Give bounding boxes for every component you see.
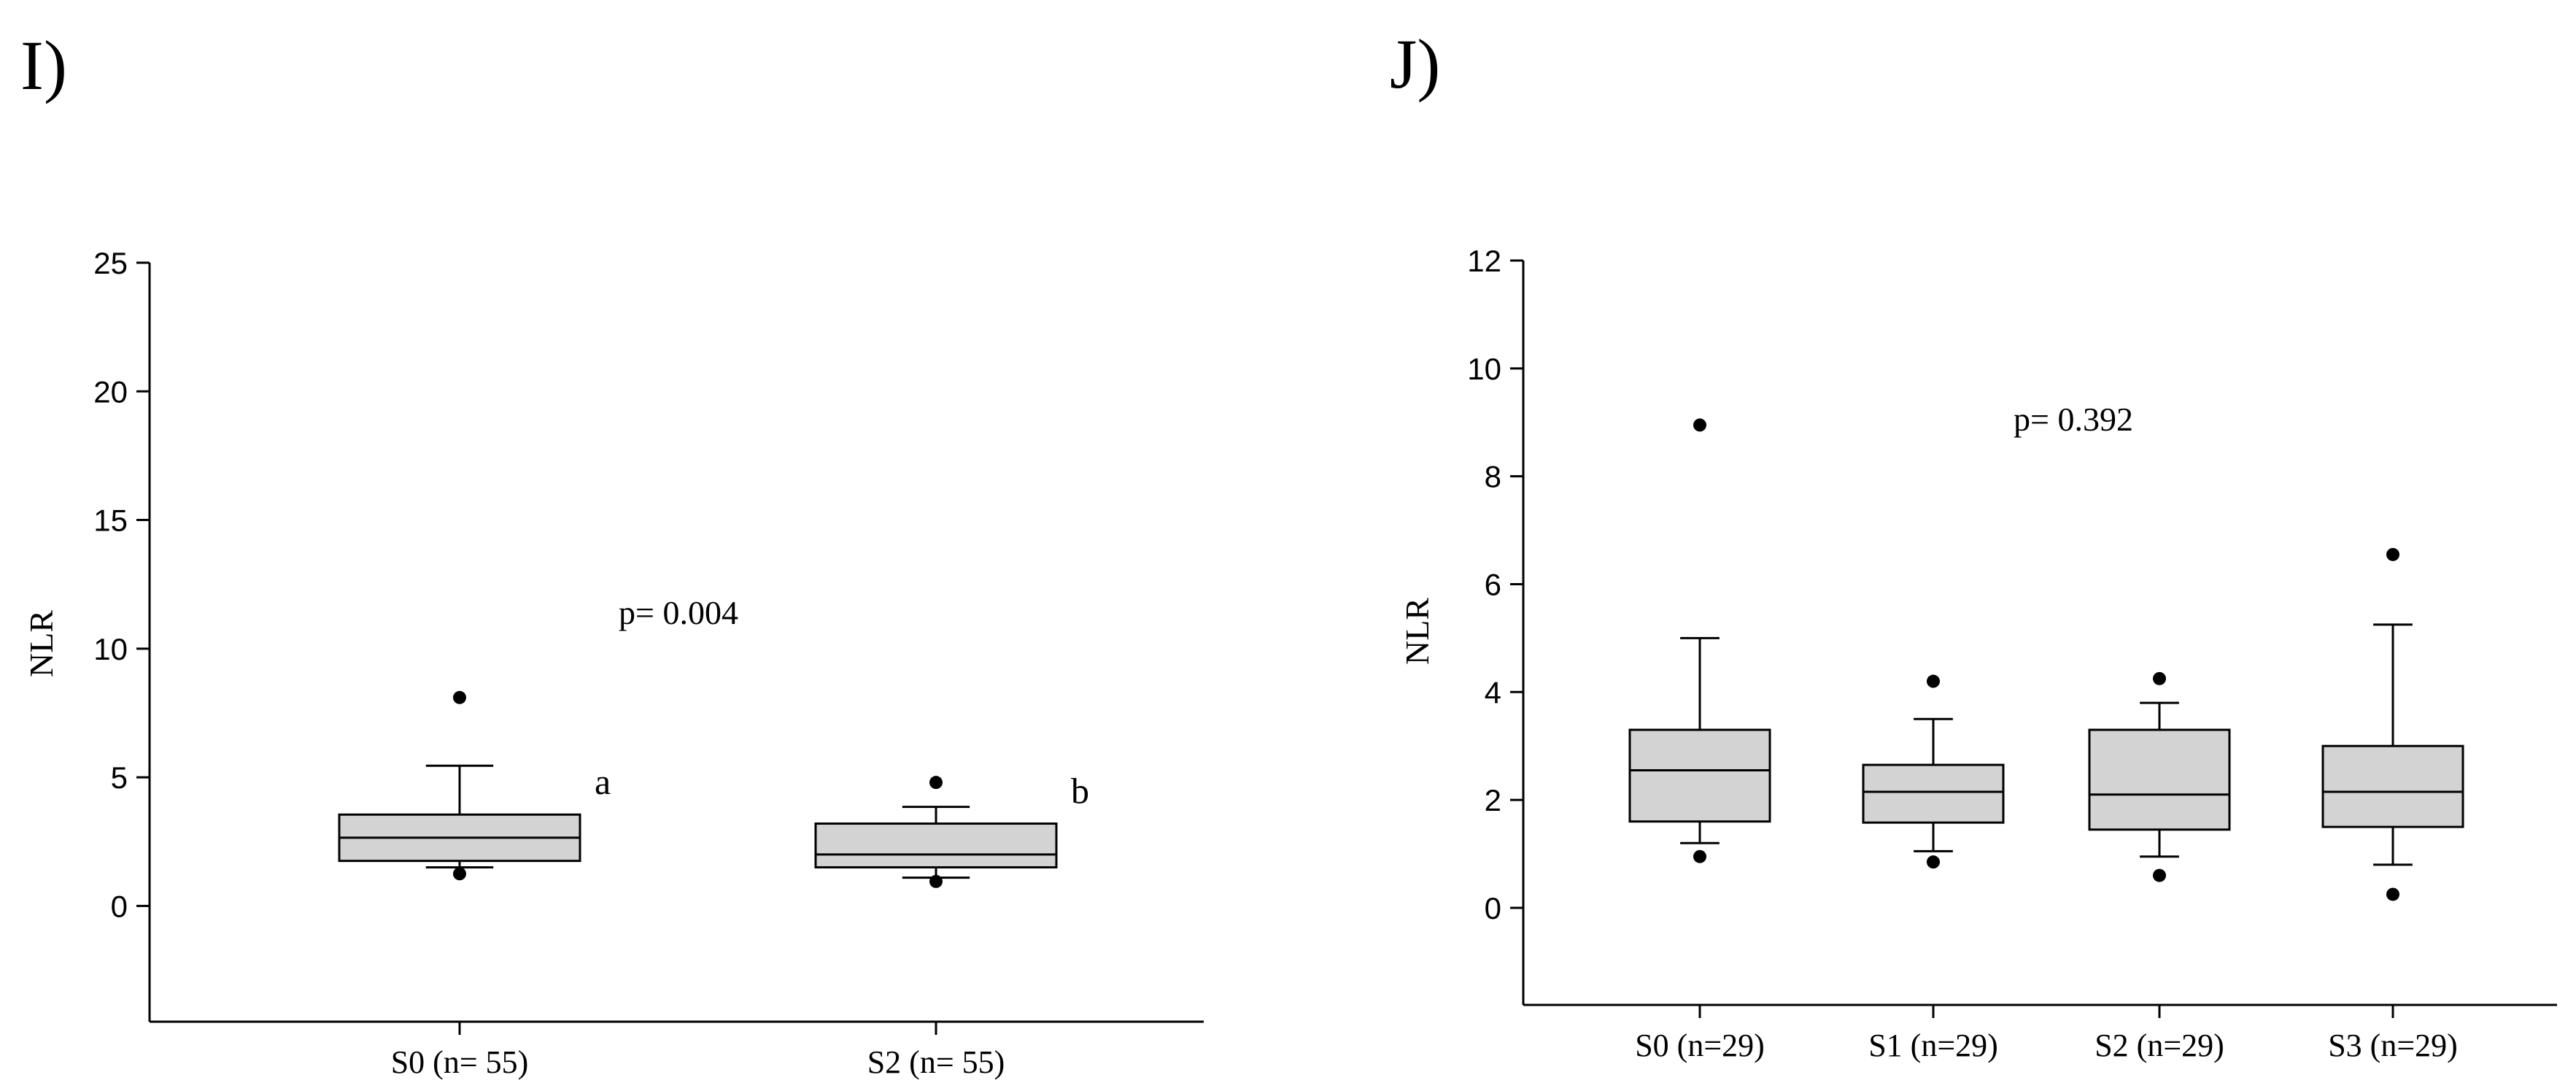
y-axis-label: NLR	[1399, 598, 1436, 665]
panel-label: I)	[20, 26, 67, 104]
outlier-point	[1693, 849, 1706, 863]
y-tick-label: 6	[1485, 567, 1501, 601]
y-tick-label: 12	[1467, 244, 1501, 278]
y-tick-label: 0	[111, 889, 128, 923]
box-0: S0 (n= 55) a	[338, 690, 611, 1080]
x-tick-label: S2 (n=29)	[2095, 1028, 2224, 1063]
iqr-box	[1862, 763, 2005, 824]
outlier-point	[1927, 674, 1940, 688]
outlier-point	[1927, 855, 1940, 869]
panel-i: I) 0 5 10 15 20 25 NLR p= 0.004 S0 (n= 55) a S2 (n=…	[20, 26, 1204, 1080]
y-tick-label: 4	[1485, 675, 1501, 709]
panel-j: J) 0 2 4 6 8 10 12 NLR p= 0.392 S0 (n=29) S1 (n=29)…	[1390, 25, 2557, 1063]
outlier-point	[2386, 887, 2399, 901]
box-1: S1 (n=29)	[1862, 674, 2005, 1063]
x-tick-label: S3 (n=29)	[2328, 1028, 2458, 1063]
outlier-point	[1693, 418, 1706, 432]
iqr-box	[1628, 728, 1771, 823]
significance-letter: a	[595, 761, 611, 802]
outlier-point	[929, 776, 943, 790]
y-tick-label: 5	[111, 760, 128, 795]
box-2: S2 (n=29)	[2088, 671, 2231, 1063]
x-tick-label: S2 (n= 55)	[867, 1044, 1005, 1080]
x-tick-label: S0 (n=29)	[1635, 1028, 1765, 1063]
panel-label: J)	[1390, 25, 1440, 103]
p-value-annotation: p= 0.004	[619, 594, 738, 631]
y-tick-label: 10	[93, 632, 128, 666]
y-tick-label: 8	[1485, 460, 1501, 494]
y-tick-label: 10	[1467, 352, 1501, 386]
y-axis-label: NLR	[23, 610, 60, 677]
y-tick-label: 2	[1485, 783, 1501, 817]
box-3: S3 (n=29)	[2321, 547, 2464, 1063]
outlier-point	[2153, 868, 2166, 882]
outlier-point	[2386, 547, 2399, 561]
iqr-box	[2321, 744, 2464, 828]
significance-letter: b	[1071, 771, 1089, 812]
y-tick-label: 15	[93, 504, 128, 538]
x-tick-label: S0 (n= 55)	[391, 1044, 529, 1080]
box-0: S0 (n=29)	[1628, 418, 1771, 1063]
outlier-point	[453, 867, 466, 881]
outlier-point	[453, 690, 466, 704]
p-value-annotation: p= 0.392	[2014, 401, 2133, 438]
outlier-point	[2153, 671, 2166, 685]
x-tick-label: S1 (n=29)	[1868, 1028, 1998, 1063]
iqr-box	[814, 822, 1058, 868]
iqr-box	[2088, 728, 2231, 831]
y-tick-label: 20	[93, 374, 128, 409]
y-tick-label: 0	[1485, 891, 1501, 925]
box-1: S2 (n= 55) b	[814, 771, 1089, 1080]
y-tick-label: 25	[93, 246, 128, 280]
outlier-point	[929, 874, 943, 888]
